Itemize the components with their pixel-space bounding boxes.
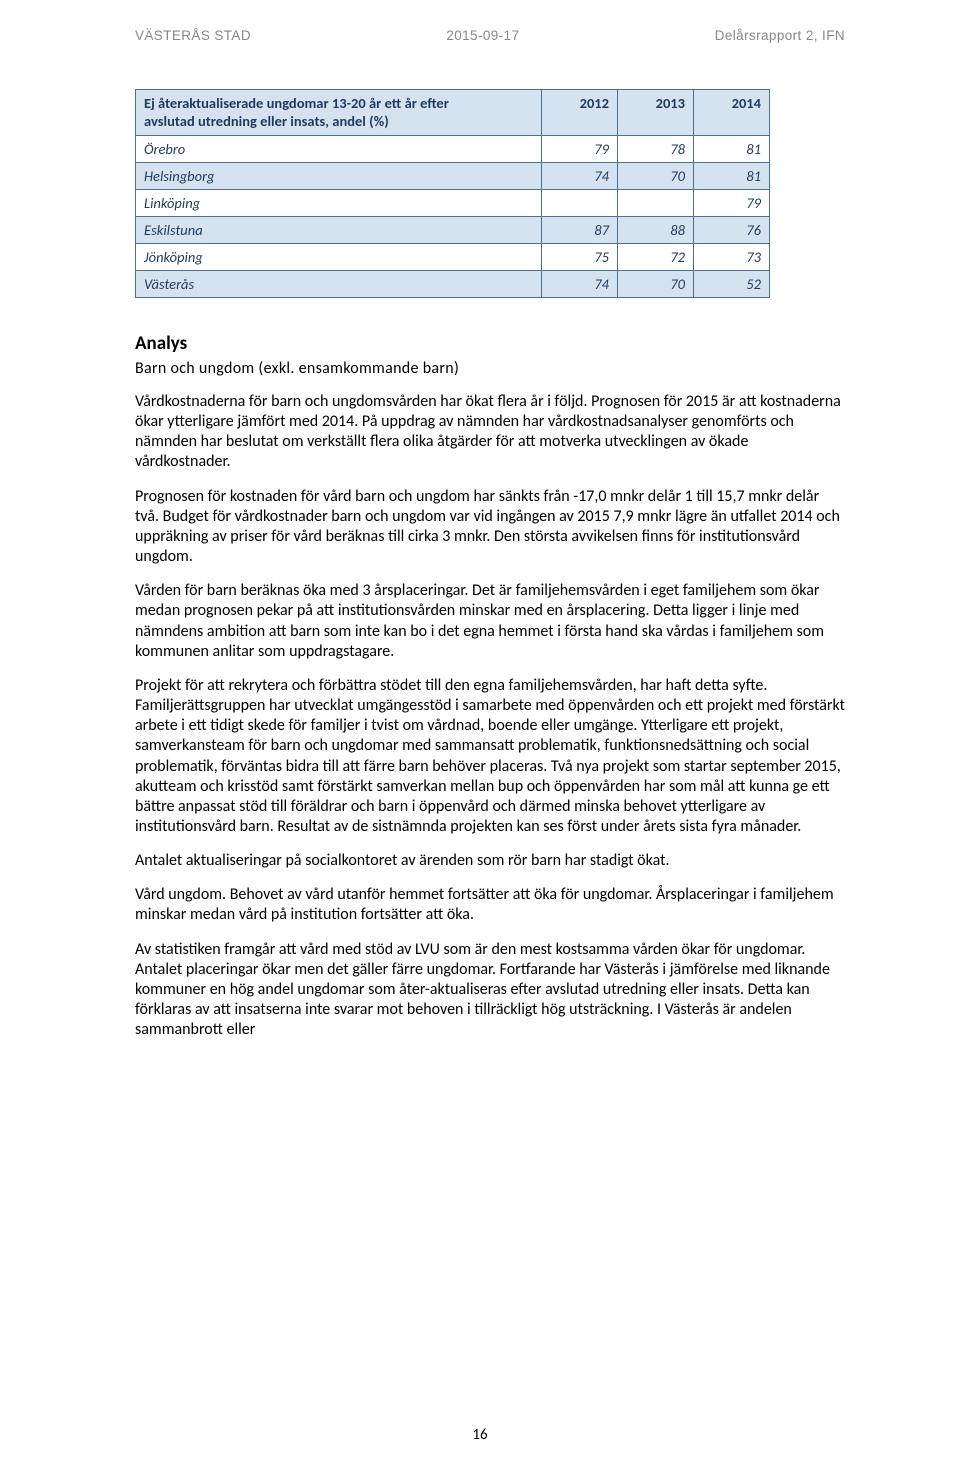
header-right: Delårsrapport 2, IFN: [715, 28, 845, 43]
body-paragraph: Av statistiken framgår att vård med stöd…: [135, 940, 845, 1041]
cell: 79: [542, 136, 618, 163]
col-2012: 2012: [542, 90, 618, 136]
body-paragraph: Antalet aktualiseringar på socialkontore…: [135, 851, 845, 871]
row-name: Linköping: [136, 190, 542, 217]
page-number: 16: [0, 1426, 960, 1444]
cell: [542, 190, 618, 217]
table-row: Eskilstuna 87 88 76: [136, 217, 770, 244]
table-title-line1: Ej återaktualiserade ungdomar 13-20 år e…: [144, 94, 449, 112]
table-row: Jönköping 75 72 73: [136, 244, 770, 271]
table-title-line2: avslutad utredning eller insats, andel (…: [144, 112, 389, 130]
table-row: Linköping 79: [136, 190, 770, 217]
body-paragraph: Vården för barn beräknas öka med 3 årspl…: [135, 581, 845, 662]
header-left: VÄSTERÅS STAD: [135, 28, 251, 43]
cell: 73: [694, 244, 770, 271]
table-row: Västerås 74 70 52: [136, 271, 770, 298]
row-name: Helsingborg: [136, 163, 542, 190]
cell: 76: [694, 217, 770, 244]
cell: 87: [542, 217, 618, 244]
table-header-row: Ej återaktualiserade ungdomar 13-20 år e…: [136, 90, 770, 136]
cell: 81: [694, 136, 770, 163]
data-table: Ej återaktualiserade ungdomar 13-20 år e…: [135, 89, 770, 298]
page-header: VÄSTERÅS STAD 2015-09-17 Delårsrapport 2…: [135, 28, 845, 43]
row-name: Jönköping: [136, 244, 542, 271]
table-title-cell: Ej återaktualiserade ungdomar 13-20 år e…: [136, 90, 542, 136]
section-subheading: Barn och ungdom (exkl. ensamkommande bar…: [135, 359, 845, 378]
cell: 72: [618, 244, 694, 271]
body-paragraph: Prognosen för kostnaden för vård barn oc…: [135, 487, 845, 568]
table-row: Örebro 79 78 81: [136, 136, 770, 163]
row-name: Örebro: [136, 136, 542, 163]
section-heading: Analys: [135, 332, 845, 355]
cell: 70: [618, 271, 694, 298]
cell: 88: [618, 217, 694, 244]
body-paragraph: Vård ungdom. Behovet av vård utanför hem…: [135, 885, 845, 925]
cell: 74: [542, 271, 618, 298]
body-paragraph: Vårdkostnaderna för barn och ungdomsvård…: [135, 392, 845, 473]
cell: 74: [542, 163, 618, 190]
cell: [618, 190, 694, 217]
row-name: Västerås: [136, 271, 542, 298]
col-2014: 2014: [694, 90, 770, 136]
col-2013: 2013: [618, 90, 694, 136]
header-center: 2015-09-17: [446, 28, 519, 43]
row-name: Eskilstuna: [136, 217, 542, 244]
cell: 70: [618, 163, 694, 190]
cell: 52: [694, 271, 770, 298]
table-row: Helsingborg 74 70 81: [136, 163, 770, 190]
cell: 78: [618, 136, 694, 163]
body-paragraph: Projekt för att rekrytera och förbättra …: [135, 676, 845, 837]
cell: 75: [542, 244, 618, 271]
cell: 79: [694, 190, 770, 217]
cell: 81: [694, 163, 770, 190]
